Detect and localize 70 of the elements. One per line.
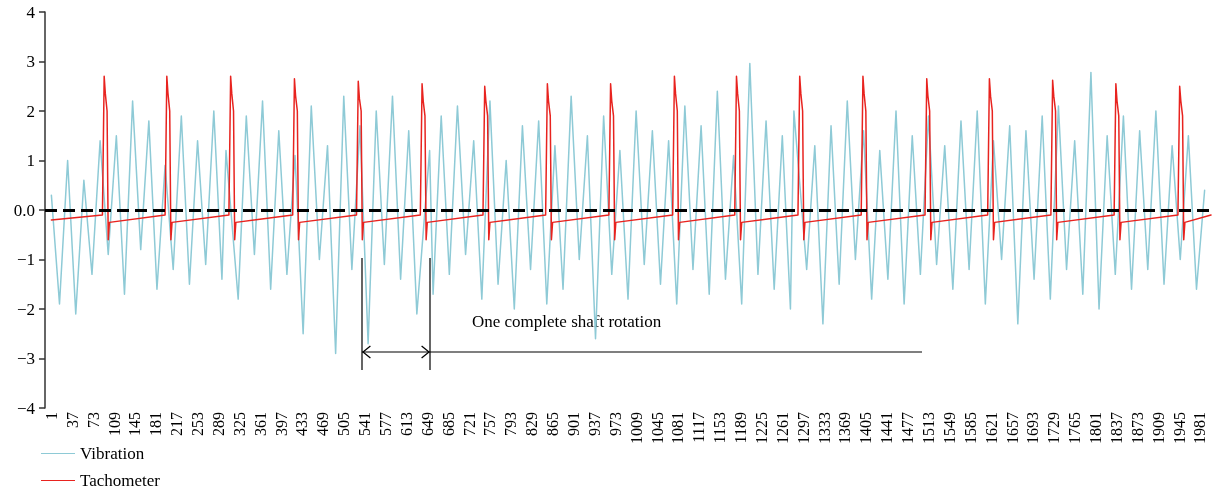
x-tick-label: 433 (293, 412, 311, 436)
legend-label: Vibration (80, 444, 145, 463)
x-tick-label: 1945 (1170, 412, 1188, 444)
x-tick-label: 253 (189, 412, 207, 436)
x-tick-label: 541 (356, 412, 374, 436)
x-tick-label: 1909 (1149, 412, 1167, 444)
x-tick-label: 1801 (1087, 412, 1105, 444)
x-tick-label: 289 (209, 412, 227, 436)
x-tick-label: 217 (168, 412, 186, 436)
y-tick-label: −4 (16, 398, 36, 418)
x-tick-label: 1837 (1107, 412, 1125, 444)
x-tick-label: 865 (544, 412, 562, 436)
x-tick-label: 469 (314, 412, 332, 436)
x-tick-label: 1441 (878, 412, 896, 444)
x-tick-label: 1189 (732, 412, 750, 444)
x-tick-label: 829 (523, 412, 541, 436)
x-tick-label: 757 (481, 412, 499, 436)
x-tick-label: 1 (42, 412, 60, 420)
x-tick-label: 937 (585, 412, 603, 436)
x-tick-label: 1045 (648, 412, 666, 444)
x-tick-label: 1405 (857, 412, 875, 444)
x-tick-label: 1369 (836, 412, 854, 444)
x-tick-label: 685 (439, 412, 457, 436)
x-tick-label: 73 (84, 412, 102, 428)
x-tick-label: 649 (418, 412, 436, 436)
y-tick-label: −1 (16, 250, 35, 269)
x-tick-label: 1333 (815, 412, 833, 444)
x-tick-label: 613 (397, 412, 415, 436)
x-tick-label: 397 (272, 412, 290, 436)
x-tick-label: 1549 (940, 412, 958, 444)
x-tick-label: 1765 (1066, 412, 1084, 444)
x-tick-label: 1873 (1128, 412, 1146, 444)
x-tick-label: 1081 (669, 412, 687, 444)
y-tick-label: 2 (26, 101, 35, 121)
x-tick-label: 793 (502, 412, 520, 436)
x-tick-label: 1657 (1003, 412, 1021, 444)
x-tick-label: 973 (606, 412, 624, 436)
x-tick-label: 505 (335, 412, 353, 436)
x-tick-label: 1621 (982, 412, 1000, 444)
x-tick-label: 1585 (961, 412, 979, 444)
x-tick-label: 1153 (711, 412, 729, 444)
x-tick-label: 325 (230, 412, 248, 436)
x-tick-label: 1513 (919, 412, 937, 444)
x-tick-label: 577 (377, 412, 395, 436)
y-tick-label: −3 (16, 349, 35, 368)
line-series (50, 62, 1206, 355)
x-tick-label: 1297 (794, 412, 812, 444)
x-tick-label: 721 (460, 412, 478, 436)
x-tick-label: 181 (147, 412, 165, 436)
x-tick-label: 1981 (1191, 412, 1209, 444)
x-tick-label: 1261 (773, 412, 791, 444)
x-tick-label: 1009 (627, 412, 645, 444)
y-tick-label: 0.0 (13, 200, 35, 220)
annotation: One complete shaft rotation (472, 312, 662, 331)
x-tick-label: 1117 (690, 412, 708, 443)
x-tick-label: 901 (564, 412, 582, 436)
x-tick-label: 1693 (1024, 412, 1042, 444)
x-tick-label: 1225 (752, 412, 770, 444)
legend-label: Tachometer (80, 471, 161, 490)
y-tick-label: 4 (26, 2, 36, 22)
x-tick-label: 1477 (899, 412, 917, 444)
line-series (50, 75, 1212, 241)
y-tick-label: 3 (26, 52, 35, 71)
x-tick-label: 37 (63, 412, 81, 428)
x-tick-label: 361 (251, 412, 269, 436)
x-tick-label: 145 (126, 412, 144, 436)
y-tick-label: −2 (16, 299, 35, 319)
y-tick-label: 1 (26, 151, 35, 170)
x-tick-label: 1729 (1045, 412, 1063, 444)
x-tick-label: 109 (105, 412, 123, 436)
